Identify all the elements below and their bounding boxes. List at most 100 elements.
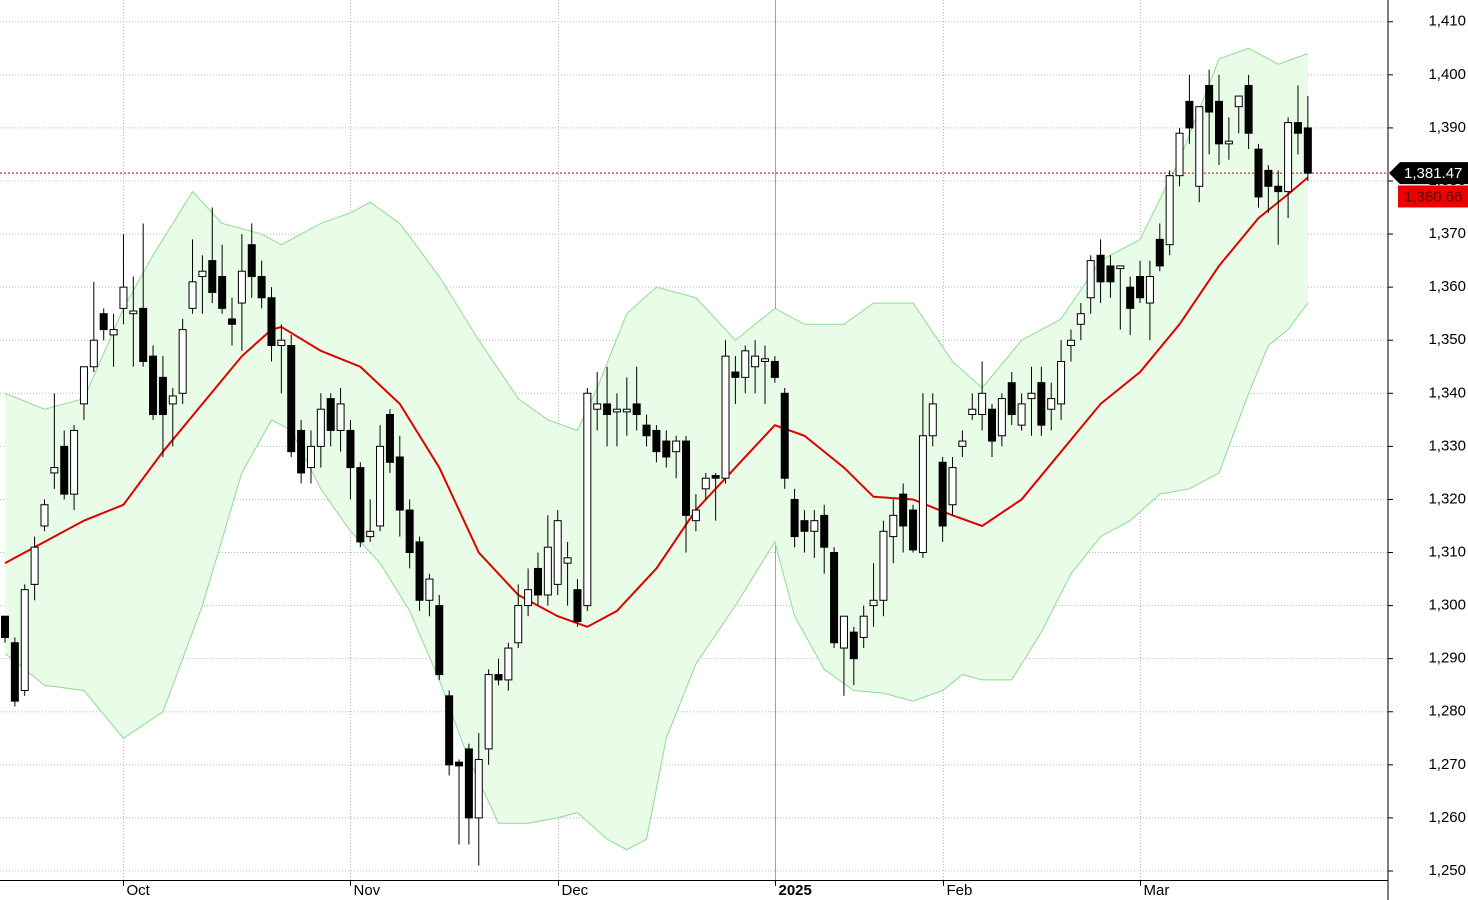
candle-body	[988, 408, 996, 442]
candle-body	[1027, 392, 1036, 400]
candle-body	[1145, 276, 1154, 304]
candle-body	[701, 477, 710, 490]
candle-body	[218, 276, 227, 309]
candle-body	[1274, 185, 1283, 193]
candle-body	[188, 281, 197, 309]
price-tag-label: 1,381.47	[1404, 165, 1462, 182]
candle-body	[849, 631, 858, 660]
candle-body	[928, 403, 937, 437]
candle-body	[1165, 175, 1174, 246]
candle-body	[277, 339, 286, 347]
y-tick-label: 1,270	[1428, 756, 1466, 773]
candle-body	[622, 408, 631, 413]
candle-body	[997, 398, 1006, 437]
candle-body	[1303, 127, 1312, 174]
candle-body	[1215, 100, 1224, 145]
y-tick-label: 1,330	[1428, 437, 1466, 454]
candle-body	[810, 520, 819, 532]
x-tick-label: Feb	[947, 882, 973, 899]
candle-body	[869, 599, 878, 607]
candle-body	[455, 761, 464, 767]
candle-body	[247, 244, 256, 278]
candle-body	[1264, 169, 1273, 187]
candle-body	[178, 329, 187, 394]
candle-body	[129, 310, 138, 315]
candle-body	[1195, 106, 1204, 187]
candle-body	[563, 557, 572, 564]
candle-body	[1185, 100, 1194, 129]
candle-body	[682, 440, 691, 516]
candle-body	[603, 403, 612, 416]
candle-body	[1086, 260, 1095, 299]
candle-body	[1066, 339, 1075, 347]
candle-body	[494, 674, 503, 681]
x-tick-label: Dec	[562, 882, 589, 899]
candle-body	[79, 366, 88, 405]
candle-body	[149, 355, 158, 416]
y-tick-label: 1,400	[1428, 66, 1466, 83]
y-tick-label: 1,250	[1428, 862, 1466, 879]
y-tick-label: 1,370	[1428, 225, 1466, 242]
candle-body	[879, 530, 888, 601]
candle-body	[721, 355, 730, 479]
candle-body	[1126, 286, 1135, 309]
candle-body	[237, 270, 246, 304]
candle-body	[533, 567, 542, 596]
y-tick-label: 1,300	[1428, 597, 1466, 614]
candle-body	[228, 318, 237, 325]
candle-body	[504, 647, 513, 681]
candle-body	[691, 509, 700, 522]
candle-body	[553, 520, 562, 585]
candle-body	[889, 514, 898, 538]
x-tick-label: 2025	[779, 882, 812, 899]
candle-body	[405, 509, 414, 554]
candle-body	[60, 445, 69, 495]
band-line	[4, 302, 1309, 851]
candle-body	[1293, 122, 1302, 134]
candle-body	[741, 350, 750, 378]
candle-body	[632, 403, 641, 416]
x-tick-label: Nov	[354, 882, 381, 899]
candle-body	[306, 445, 315, 469]
y-tick-label: 1,260	[1428, 809, 1466, 826]
candle-body	[1017, 403, 1026, 426]
candle-body	[1076, 313, 1085, 325]
y-tick-label: 1,350	[1428, 331, 1466, 348]
candle-body	[978, 392, 987, 416]
candle-body	[514, 605, 523, 644]
candle-body	[168, 395, 177, 405]
candle-body	[257, 276, 266, 299]
candle-body	[770, 360, 779, 378]
candle-body	[948, 467, 957, 506]
candle-body	[1284, 122, 1293, 193]
y-tick-label: 1,310	[1428, 543, 1466, 560]
moving-average-line	[4, 176, 1309, 628]
candle-body	[909, 509, 918, 551]
candle-body	[297, 429, 306, 474]
candle-body	[859, 615, 868, 638]
price-tag-label: 1,380.66	[1404, 188, 1462, 205]
y-tick-label: 1,410	[1428, 13, 1466, 30]
candle-body	[573, 589, 582, 623]
candle-body	[780, 392, 789, 479]
candle-body	[1155, 238, 1164, 267]
y-tick-label: 1,340	[1428, 384, 1466, 401]
candle-body	[642, 424, 651, 437]
candle-body	[839, 615, 848, 649]
candle-body	[208, 260, 217, 293]
x-tick-label: Oct	[127, 882, 151, 899]
candle-body	[938, 461, 947, 527]
candle-body	[1096, 254, 1105, 283]
candle-body	[1057, 360, 1066, 405]
candle-body	[30, 546, 39, 585]
candle-body	[158, 376, 167, 416]
candle-body	[672, 440, 681, 453]
candle-body	[968, 408, 977, 416]
candle-body	[1254, 148, 1263, 198]
candle-body	[70, 429, 79, 495]
candle-body	[612, 408, 621, 413]
candle-body	[346, 429, 355, 469]
candle-body	[751, 355, 760, 368]
